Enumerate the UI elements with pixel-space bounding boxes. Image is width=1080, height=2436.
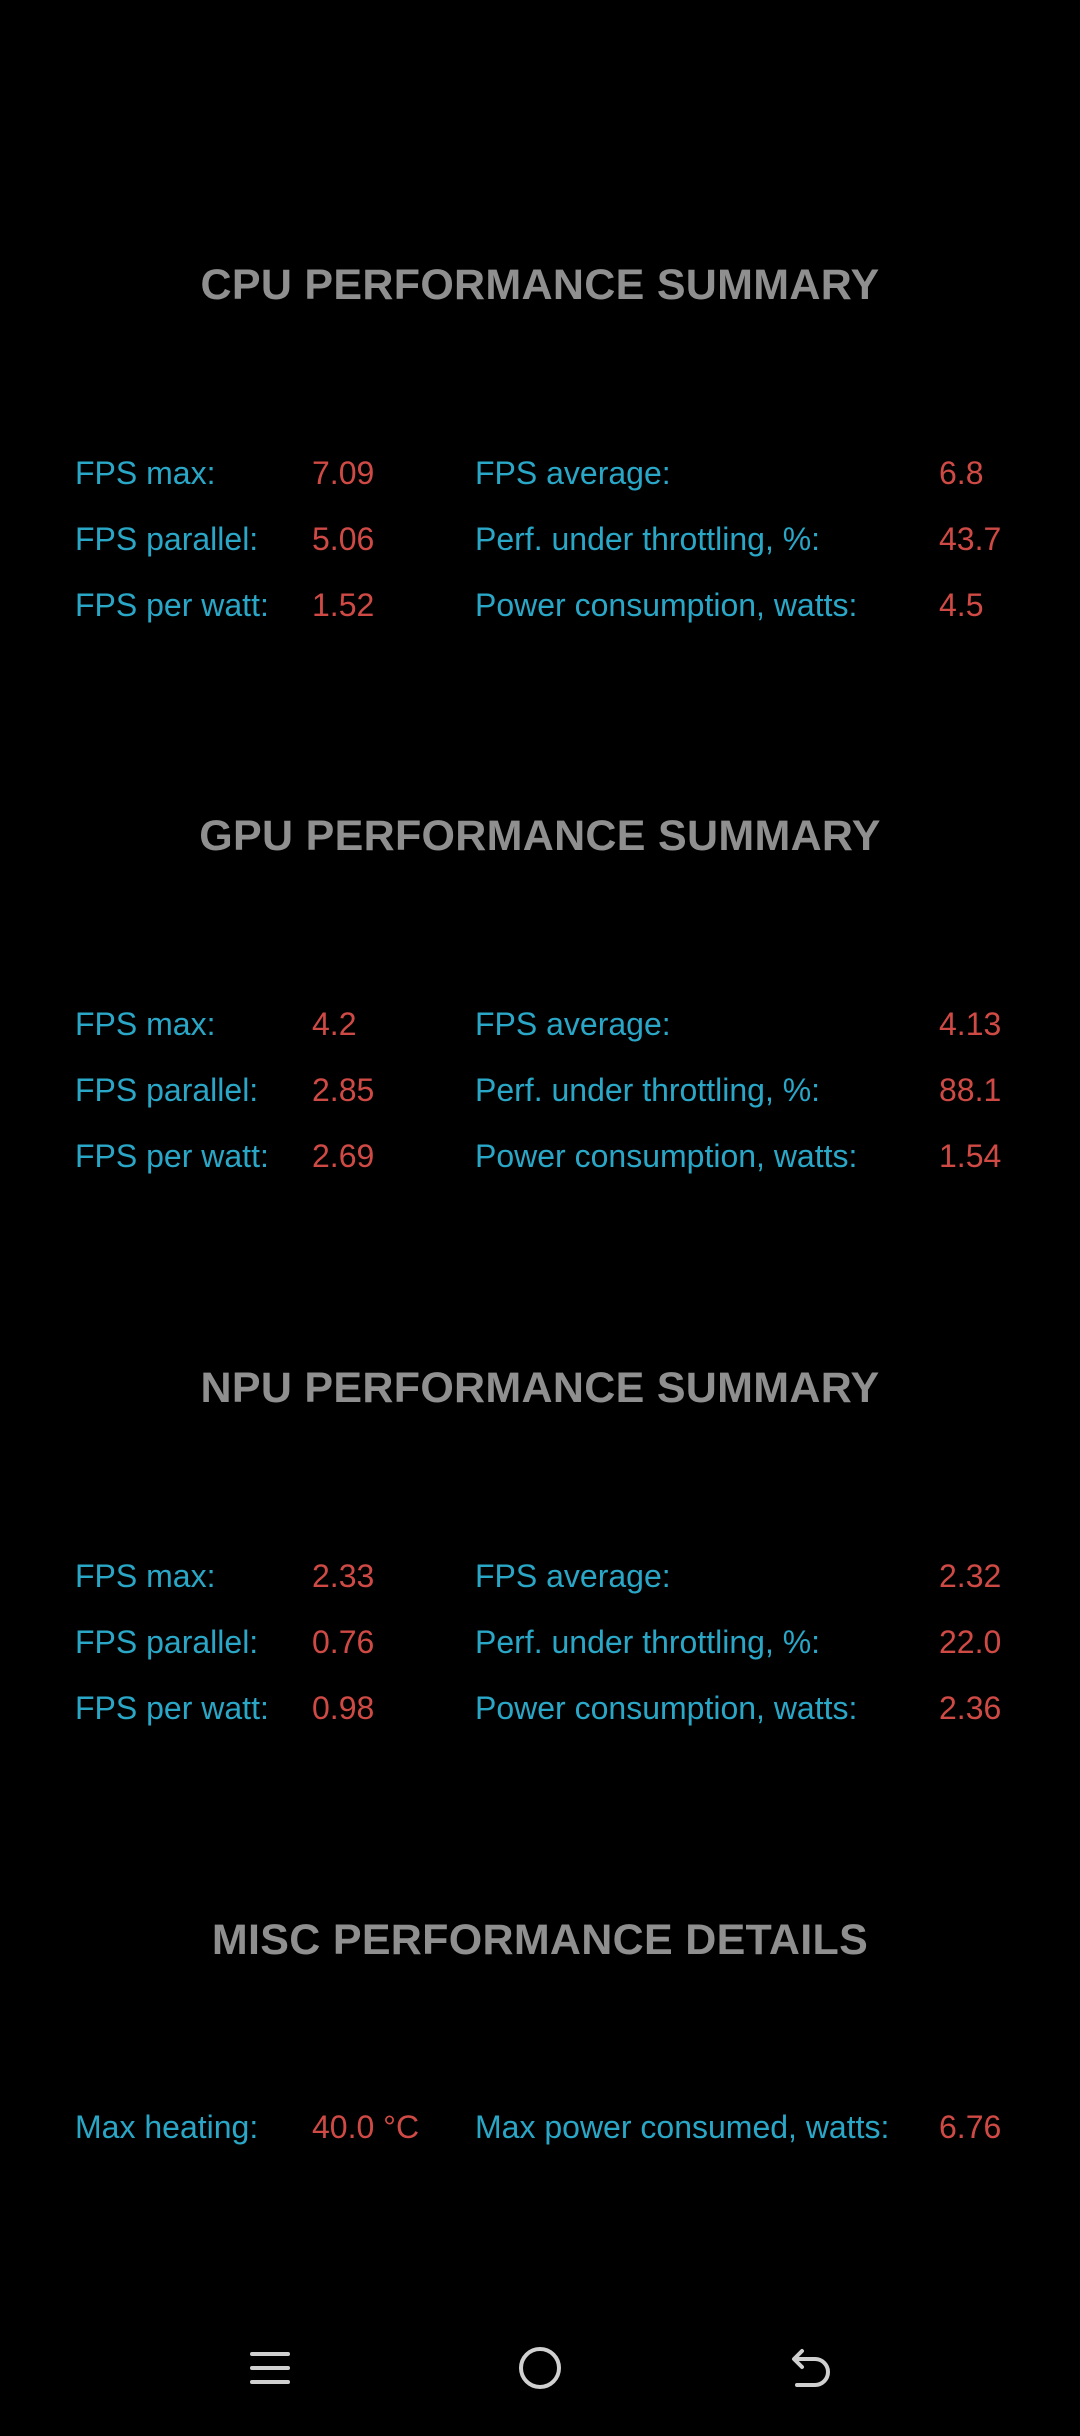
gpu-fps-per-watt-label: FPS per watt: — [75, 1138, 269, 1174]
npu-perf-throttling-label: Perf. under throttling, %: — [475, 1624, 821, 1660]
cpu-fps-per-watt-label: FPS per watt: — [75, 587, 269, 623]
cpu-fps-max-label: FPS max: — [75, 455, 216, 491]
cpu-perf-throttling-value: 43.7 — [939, 521, 1002, 557]
npu-section-title: NPU PERFORMANCE SUMMARY — [200, 1364, 880, 1412]
npu-fps-per-watt-value: 0.98 — [312, 1690, 375, 1726]
gpu-fps-per-watt-value: 2.69 — [312, 1138, 375, 1174]
gpu-fps-max-label: FPS max: — [75, 1006, 216, 1042]
npu-fps-average-label: FPS average: — [475, 1558, 671, 1594]
menu-icon — [248, 2346, 292, 2395]
max-power-consumed-label: Max power consumed, watts: — [475, 2109, 890, 2145]
npu-fps-parallel-value: 0.76 — [312, 1624, 375, 1660]
cpu-section-title: CPU PERFORMANCE SUMMARY — [200, 261, 880, 309]
cpu-perf-throttling-label: Perf. under throttling, %: — [475, 521, 821, 557]
npu-fps-per-watt-label: FPS per watt: — [75, 1690, 269, 1726]
cpu-fps-max-value: 7.09 — [312, 455, 375, 491]
max-heating-value: 40.0 °C — [312, 2109, 420, 2145]
gpu-power-consumption-value: 1.54 — [939, 1138, 1002, 1174]
cpu-power-consumption-label: Power consumption, watts: — [475, 587, 858, 623]
home-button[interactable] — [500, 2330, 580, 2410]
cpu-power-consumption-value: 4.5 — [939, 587, 984, 623]
back-button[interactable] — [770, 2330, 850, 2410]
home-icon — [517, 2345, 563, 2396]
back-icon — [787, 2345, 833, 2396]
gpu-perf-throttling-label: Perf. under throttling, %: — [475, 1072, 821, 1108]
gpu-section-title: GPU PERFORMANCE SUMMARY — [199, 812, 881, 860]
cpu-fps-parallel-label: FPS parallel: — [75, 521, 259, 557]
gpu-fps-parallel-label: FPS parallel: — [75, 1072, 259, 1108]
gpu-fps-average-label: FPS average: — [475, 1006, 671, 1042]
cpu-fps-average-label: FPS average: — [475, 455, 671, 491]
navigation-bar — [0, 2300, 1080, 2436]
npu-perf-throttling-value: 22.0 — [939, 1624, 1002, 1660]
gpu-perf-throttling-value: 88.1 — [939, 1072, 1002, 1108]
gpu-fps-parallel-value: 2.85 — [312, 1072, 375, 1108]
npu-fps-parallel-label: FPS parallel: — [75, 1624, 259, 1660]
npu-power-consumption-label: Power consumption, watts: — [475, 1690, 858, 1726]
npu-fps-max-label: FPS max: — [75, 1558, 216, 1594]
gpu-fps-average-value: 4.13 — [939, 1006, 1002, 1042]
gpu-power-consumption-label: Power consumption, watts: — [475, 1138, 858, 1174]
cpu-fps-per-watt-value: 1.52 — [312, 587, 375, 623]
npu-power-consumption-value: 2.36 — [939, 1690, 1002, 1726]
cpu-fps-parallel-value: 5.06 — [312, 521, 375, 557]
misc-section-title: MISC PERFORMANCE DETAILS — [211, 1916, 869, 1964]
max-heating-label: Max heating: — [75, 2109, 259, 2145]
max-power-consumed-value: 6.76 — [939, 2109, 1002, 2145]
gpu-fps-max-value: 4.2 — [312, 1006, 357, 1042]
npu-fps-max-value: 2.33 — [312, 1558, 375, 1594]
cpu-fps-average-value: 6.8 — [939, 455, 984, 491]
menu-button[interactable] — [230, 2330, 310, 2410]
npu-fps-average-value: 2.32 — [939, 1558, 1002, 1594]
